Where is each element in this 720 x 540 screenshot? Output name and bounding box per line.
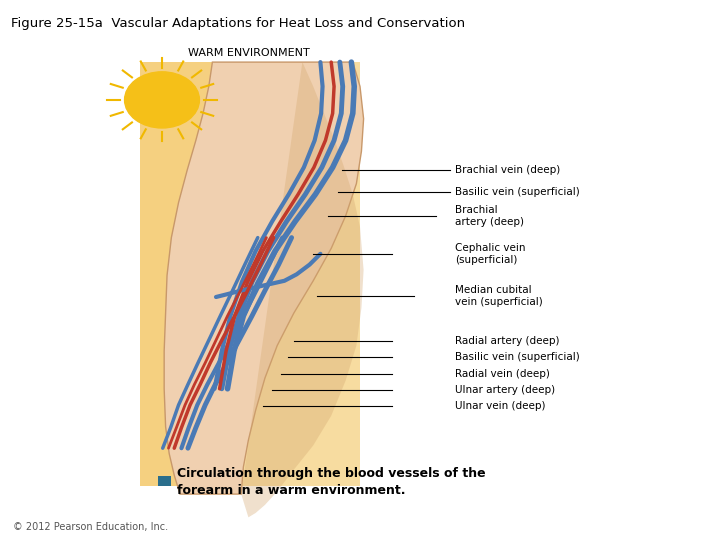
Polygon shape — [164, 62, 364, 494]
Text: Cephalic vein
(superficial): Cephalic vein (superficial) — [455, 242, 526, 265]
Text: Circulation through the blood vessels of the
forearm in a warm environment.: Circulation through the blood vessels of… — [177, 467, 486, 497]
Text: Brachial
artery (deep): Brachial artery (deep) — [455, 205, 524, 227]
Polygon shape — [216, 62, 360, 486]
Text: Ulnar vein (deep): Ulnar vein (deep) — [455, 401, 546, 411]
Text: Brachial vein (deep): Brachial vein (deep) — [455, 165, 560, 175]
Text: WARM ENVIRONMENT: WARM ENVIRONMENT — [187, 48, 310, 58]
Bar — [158, 476, 171, 486]
Text: © 2012 Pearson Education, Inc.: © 2012 Pearson Education, Inc. — [13, 522, 168, 532]
Text: Radial vein (deep): Radial vein (deep) — [455, 369, 550, 379]
Polygon shape — [140, 62, 360, 486]
Text: Median cubital
vein (superficial): Median cubital vein (superficial) — [455, 285, 543, 307]
Text: Basilic vein (superficial): Basilic vein (superficial) — [455, 353, 580, 362]
Text: Basilic vein (superficial): Basilic vein (superficial) — [455, 187, 580, 197]
Circle shape — [125, 72, 199, 128]
Text: Radial artery (deep): Radial artery (deep) — [455, 336, 559, 346]
Text: Ulnar artery (deep): Ulnar artery (deep) — [455, 385, 555, 395]
Text: Figure 25-15a  Vascular Adaptations for Heat Loss and Conservation: Figure 25-15a Vascular Adaptations for H… — [11, 17, 465, 30]
Polygon shape — [241, 62, 364, 517]
